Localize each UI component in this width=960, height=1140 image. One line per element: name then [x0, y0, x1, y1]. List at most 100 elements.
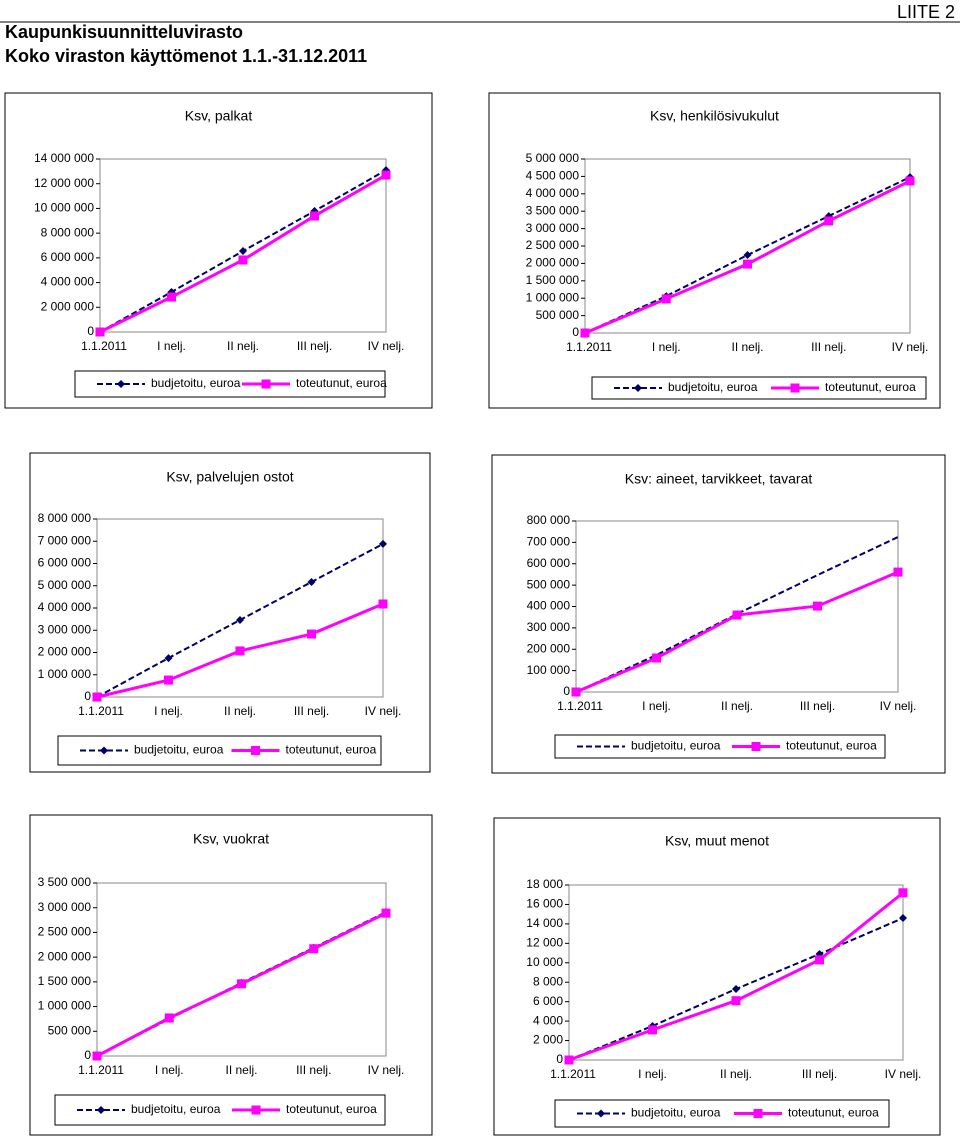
legend-label: budjetoitu, euroa — [631, 1106, 721, 1120]
data-point — [379, 539, 387, 548]
data-point — [309, 944, 319, 954]
data-point — [307, 629, 316, 639]
legend-marker — [261, 379, 271, 389]
legend-label: budjetoitu, euroa — [134, 743, 224, 757]
y-tick-label: 2 000 000 — [38, 645, 92, 659]
y-tick-label: 700 000 — [527, 535, 571, 549]
chart-panel — [491, 454, 946, 774]
legend-label: toteutunut, euroa — [286, 743, 377, 757]
data-point — [905, 176, 915, 186]
y-tick-label: 14 000 000 — [34, 151, 94, 165]
legend-marker — [751, 742, 761, 751]
data-point — [743, 251, 752, 260]
data-point — [893, 567, 903, 577]
y-tick-label: 7 000 000 — [38, 533, 92, 547]
plot-area — [96, 882, 387, 1057]
data-point — [164, 1013, 174, 1023]
data-point — [378, 599, 388, 609]
legend-label: budjetoitu, euroa — [151, 376, 241, 390]
data-point — [381, 170, 391, 180]
legend-label: budjetoitu, euroa — [668, 380, 758, 394]
legend-marker — [117, 380, 125, 388]
legend-marker — [251, 746, 260, 755]
data-point — [652, 653, 661, 663]
chart-title: Ksv, palkat — [185, 108, 253, 124]
chart-title: Ksv: aineet, tarvikkeet, tavarat — [625, 471, 813, 487]
y-tick-label: 0 — [84, 689, 91, 703]
y-tick-label: 3 500 000 — [38, 875, 92, 889]
y-tick-label: 3 500 000 — [526, 203, 580, 217]
y-tick-label: 1 000 000 — [38, 667, 92, 681]
data-point — [824, 216, 834, 226]
x-tick-label: I nelj. — [638, 1067, 667, 1081]
y-tick-label: 3 000 000 — [526, 221, 580, 235]
y-tick-label: 1 500 000 — [38, 974, 92, 988]
x-tick-label: 1.1.2011 — [78, 704, 124, 718]
y-tick-label: 1 000 000 — [38, 999, 92, 1013]
chart-title: Ksv, palvelujen ostot — [166, 469, 293, 485]
page-title: Kaupunkisuunnitteluvirasto — [5, 22, 243, 42]
y-tick-label: 0 — [87, 324, 94, 338]
y-tick-label: 2 000 000 — [38, 949, 92, 963]
legend — [554, 734, 886, 759]
data-point — [571, 687, 581, 697]
y-tick-label: 18 000 — [526, 877, 563, 891]
data-point — [815, 955, 824, 965]
chart-title: Ksv, vuokrat — [193, 831, 269, 847]
x-tick-label: IV nelj. — [885, 1067, 922, 1081]
y-tick-label: 0 — [563, 684, 570, 698]
y-tick-label: 16 000 — [526, 897, 563, 911]
data-point — [580, 328, 590, 338]
y-tick-label: 2 000 000 — [526, 256, 580, 270]
data-point — [743, 259, 752, 269]
x-tick-label: I nelj. — [155, 1063, 184, 1077]
data-point — [381, 908, 391, 918]
y-tick-label: 500 000 — [48, 1023, 92, 1037]
data-point — [236, 616, 244, 625]
y-tick-label: 0 — [572, 325, 579, 339]
x-tick-label: IV nelj. — [368, 1063, 405, 1077]
y-tick-label: 600 000 — [527, 556, 571, 570]
x-tick-label: 1.1.2011 — [550, 1067, 596, 1081]
legend — [591, 376, 927, 400]
y-tick-label: 6 000 000 — [38, 556, 92, 570]
x-tick-label: II nelj. — [227, 339, 259, 353]
legend-label: toteutunut, euroa — [286, 1102, 377, 1116]
data-point — [310, 211, 319, 221]
y-tick-label: 800 000 — [527, 513, 571, 527]
y-tick-label: 0 — [84, 1048, 91, 1062]
x-tick-label: III nelj. — [800, 699, 835, 713]
y-tick-label: 400 000 — [527, 599, 571, 613]
data-point — [732, 610, 742, 620]
y-tick-label: 12 000 000 — [34, 176, 94, 190]
x-tick-label: I nelj. — [642, 699, 671, 713]
legend-marker — [634, 384, 642, 392]
legend-marker — [753, 1109, 763, 1118]
data-point — [239, 247, 247, 256]
chart-title: Ksv, muut menot — [665, 833, 769, 849]
y-tick-label: 1 500 000 — [526, 273, 580, 287]
legend-marker — [597, 1109, 605, 1118]
plot-area — [568, 884, 904, 1061]
data-point — [898, 888, 908, 898]
x-tick-label: IV nelj. — [880, 699, 917, 713]
legend-label: budjetoitu, euroa — [131, 1102, 221, 1116]
data-point — [235, 646, 245, 656]
chart-title: Ksv, henkilösivukulut — [650, 108, 779, 124]
data-point — [164, 675, 173, 685]
x-tick-label: IV nelj. — [368, 339, 405, 353]
data-point — [564, 1055, 574, 1065]
y-tick-label: 6 000 000 — [41, 250, 95, 264]
y-tick-label: 4 000 000 — [526, 186, 580, 200]
legend-marker — [790, 383, 800, 393]
x-tick-label: III nelj. — [811, 340, 846, 354]
x-tick-label: 1.1.2011 — [78, 1063, 124, 1077]
legend-label: toteutunut, euroa — [786, 739, 877, 753]
x-tick-label: 1.1.2011 — [557, 699, 603, 713]
chart-panel — [493, 817, 941, 1136]
x-tick-label: II nelj. — [731, 340, 763, 354]
data-point — [307, 577, 316, 586]
data-point — [732, 985, 740, 994]
data-point — [238, 255, 248, 265]
